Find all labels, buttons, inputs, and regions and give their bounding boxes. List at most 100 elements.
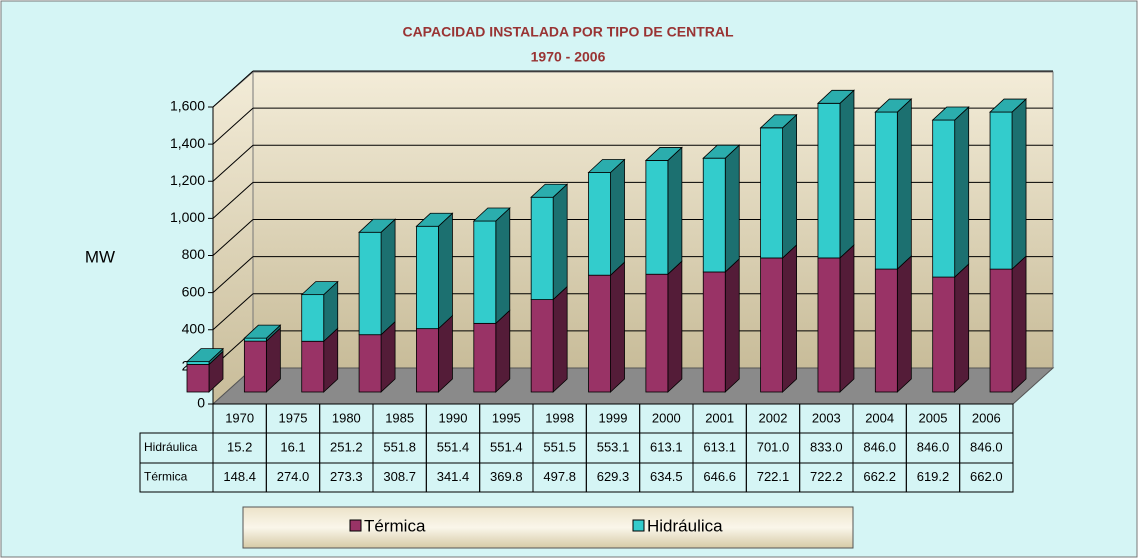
table-cell — [959, 403, 1014, 493]
table-value: 16.1 — [280, 439, 305, 454]
bar-top — [587, 159, 626, 173]
bar — [817, 257, 841, 393]
table-value: 846.0 — [917, 439, 950, 454]
table-value: 629.3 — [597, 469, 630, 484]
table-value: 551.5 — [543, 439, 576, 454]
legend-label: Térmica — [364, 516, 426, 535]
bar-top — [931, 106, 970, 121]
floor — [211, 367, 1055, 405]
table-value: 341.4 — [437, 469, 470, 484]
bar-side — [610, 158, 625, 277]
bar-side — [724, 144, 740, 273]
table-value: 613.1 — [650, 439, 683, 454]
grid-line — [212, 256, 254, 293]
bar — [473, 322, 497, 393]
table-value: 551.8 — [383, 439, 416, 454]
bar-side — [552, 285, 568, 393]
legend-label: Hidráulica — [647, 516, 723, 535]
table-value: 274.0 — [277, 469, 310, 484]
bar — [645, 160, 669, 275]
bar-side — [839, 244, 855, 393]
chart-title: CAPACIDAD INSTALADA POR TIPO DE CENTRAL — [402, 24, 734, 40]
grid-line — [212, 219, 254, 256]
x-tick-label: 1998 — [545, 410, 574, 425]
table-value: 619.2 — [917, 469, 950, 484]
bar-top — [759, 114, 798, 129]
bar — [932, 119, 956, 278]
table-value: 613.1 — [703, 439, 736, 454]
table-value: 273.3 — [330, 469, 363, 484]
table-value: 308.7 — [383, 469, 416, 484]
table-value: 833.0 — [810, 439, 843, 454]
bar-side — [667, 260, 683, 393]
table-value: 662.2 — [863, 469, 896, 484]
bar-top — [530, 183, 569, 198]
x-tick-label: 1999 — [599, 410, 628, 425]
grid-line — [212, 107, 254, 145]
bar — [530, 299, 554, 393]
bar — [243, 337, 267, 342]
table-value: 551.4 — [490, 439, 523, 454]
bar-side — [954, 263, 970, 393]
bar — [416, 225, 439, 330]
bar-side — [552, 183, 568, 301]
x-tick-label: 1990 — [439, 410, 468, 425]
table-value: 634.5 — [650, 469, 683, 484]
bar-top — [874, 98, 913, 113]
legend-swatch — [349, 519, 362, 532]
x-tick-label: 2001 — [705, 410, 734, 425]
y-tick-label: 1,400 — [170, 135, 205, 151]
bar — [702, 157, 726, 273]
table-value: 722.1 — [757, 469, 790, 484]
bar — [932, 276, 956, 393]
grid-line — [212, 144, 254, 182]
table-value: 15.2 — [227, 439, 252, 454]
bar — [358, 334, 382, 393]
table-value: 646.6 — [703, 469, 736, 484]
legend-swatch — [632, 519, 645, 532]
bar-top — [702, 144, 741, 159]
x-tick-label: 1995 — [492, 410, 521, 425]
bar — [243, 340, 267, 393]
y-tick-label: 0 — [197, 395, 205, 411]
bar — [702, 271, 726, 393]
bar-side — [1011, 255, 1027, 393]
table-row-label: Térmica — [144, 470, 188, 484]
bar-side — [495, 207, 511, 325]
bar — [645, 273, 669, 393]
y-tick-label: 1,200 — [170, 172, 205, 188]
grid-line — [212, 70, 254, 108]
legend — [242, 506, 854, 549]
bar — [473, 220, 497, 324]
bar-side — [380, 218, 396, 336]
bar — [817, 102, 841, 259]
bar-side — [954, 106, 970, 278]
bar — [760, 127, 783, 259]
bar — [358, 231, 382, 336]
x-tick-label: 2000 — [652, 410, 681, 425]
table-value: 251.2 — [330, 439, 363, 454]
table-value: 701.0 — [757, 439, 790, 454]
y-tick-label: 600 — [182, 283, 206, 299]
table-value: 551.4 — [437, 439, 470, 454]
bar-top — [415, 212, 454, 227]
y-tick-label: 400 — [182, 320, 206, 336]
x-tick-label: 1985 — [385, 410, 414, 425]
bar-top — [243, 324, 282, 339]
bar — [588, 274, 611, 393]
y-axis-label: MW — [85, 247, 115, 266]
x-tick-label: 2006 — [972, 410, 1001, 425]
table-value: 497.8 — [543, 469, 576, 484]
bar-side — [724, 258, 740, 393]
grid-line — [212, 293, 254, 331]
bar — [301, 340, 325, 393]
bar-side — [438, 212, 453, 330]
bar-side — [839, 89, 855, 259]
bar-top — [358, 218, 397, 233]
table-value: 553.1 — [597, 439, 630, 454]
x-tick-label: 2003 — [812, 410, 841, 425]
table-row-label: Hidráulica — [144, 440, 198, 454]
bar-top — [185, 348, 225, 363]
bar-top — [816, 89, 855, 104]
